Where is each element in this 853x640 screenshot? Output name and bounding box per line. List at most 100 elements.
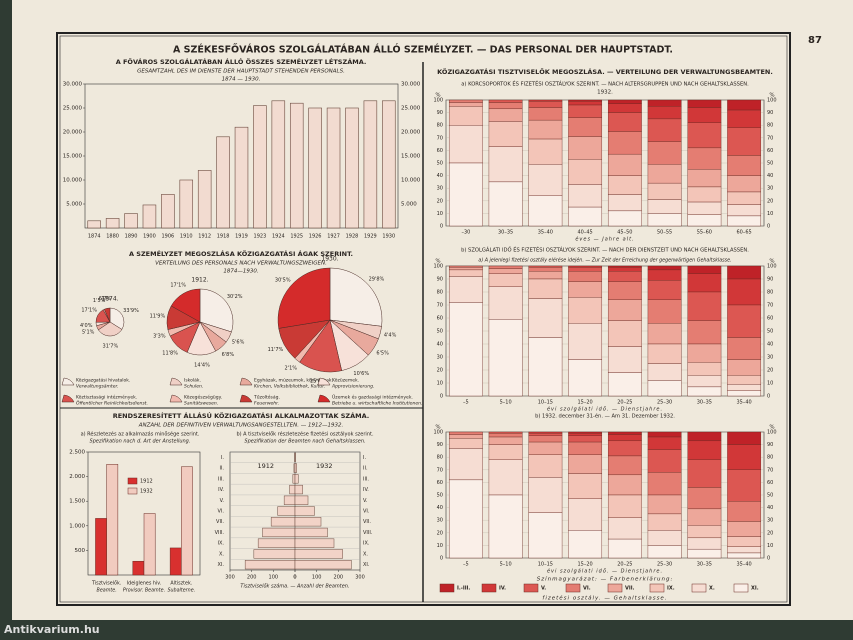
pie-slice xyxy=(277,267,331,329)
row-label: XI. xyxy=(218,562,225,568)
slice-label: 29'8% xyxy=(369,276,385,282)
bar-segment xyxy=(647,436,682,450)
legend-swatch xyxy=(733,583,749,593)
bar-segment xyxy=(647,380,682,397)
bar-segment xyxy=(568,117,603,137)
bar xyxy=(294,463,297,473)
bar xyxy=(95,518,107,576)
bar-segment xyxy=(687,214,722,227)
bar-segment xyxy=(607,538,642,559)
bar-segment xyxy=(687,273,722,293)
legend-swatch xyxy=(239,394,253,403)
row-label: I. xyxy=(363,455,366,461)
y-axis-label: % xyxy=(769,93,774,99)
row-label: VII. xyxy=(216,519,224,525)
chart-note: Spezifikation der Beamten nach Gehaltskl… xyxy=(244,439,365,445)
y-tick-label: 20 xyxy=(437,368,443,374)
y-tick-label: 90 xyxy=(437,110,443,116)
slice-label: 30'2% xyxy=(227,294,243,300)
bar-segment xyxy=(448,124,483,164)
pie-slice xyxy=(170,288,201,323)
y-tick-label: 10 xyxy=(767,381,773,387)
x-tick-label: 1874 xyxy=(88,234,101,240)
y-tick-label: 60 xyxy=(437,316,443,322)
bar-segment xyxy=(647,494,682,515)
bar-segment xyxy=(687,525,722,539)
bar-segment xyxy=(647,472,682,496)
page-number: 87 xyxy=(808,35,822,46)
bar-segment xyxy=(647,106,682,120)
y-tick-label: 80 xyxy=(437,123,443,129)
y-tick-label: 20 xyxy=(767,530,773,536)
bar-segment xyxy=(647,431,682,438)
y-tick-label: 10 xyxy=(437,543,443,549)
bar-segment xyxy=(607,271,642,282)
y-tick-label: 30 xyxy=(437,186,443,192)
y-tick-label: 90 xyxy=(767,277,773,283)
y-tick-label: 25.000 xyxy=(401,106,421,112)
bar xyxy=(161,194,175,229)
y-tick-label: 30 xyxy=(437,518,443,524)
bar-segment xyxy=(568,104,603,118)
bar-segment xyxy=(607,267,642,272)
y-tick-label: 70 xyxy=(437,303,443,309)
y-tick-label: 25.000 xyxy=(63,106,83,112)
slice-label: 5'1% xyxy=(82,330,95,336)
x-tick-label: 100 xyxy=(312,575,322,581)
bar-segment xyxy=(488,459,523,496)
bar-segment xyxy=(727,278,762,306)
bar-segment xyxy=(727,304,762,338)
bar-segment xyxy=(488,319,523,397)
bar-segment xyxy=(607,320,642,347)
y-tick-label: 30.000 xyxy=(63,82,83,88)
bar xyxy=(179,179,194,229)
y-tick-label: 60 xyxy=(767,316,773,322)
y-tick-label: 20.000 xyxy=(63,130,83,136)
y-tick-label: 50 xyxy=(437,329,443,335)
bar xyxy=(345,107,359,229)
y-tick-label: 70 xyxy=(767,303,773,309)
slice-label: 11'7% xyxy=(268,347,284,353)
x-tick-label: Subalterne. xyxy=(167,588,195,594)
x-tick-label: 100 xyxy=(269,575,279,581)
legend-swatch xyxy=(317,394,331,403)
bar xyxy=(142,204,157,229)
x-tick-label: 40–45 xyxy=(578,230,593,236)
y-tick-label: 90 xyxy=(437,442,443,448)
y-tick-label: 40 xyxy=(767,342,773,348)
x-tick-label: 60–65 xyxy=(737,230,752,236)
x-tick-label: 45–50 xyxy=(617,230,632,236)
bar xyxy=(132,560,145,576)
bar-segment xyxy=(568,498,603,531)
row-label: IX. xyxy=(218,541,225,547)
x-tick-label: 5–10 xyxy=(500,562,512,568)
bar xyxy=(105,218,120,229)
bar-segment xyxy=(528,433,563,436)
x-axis-label: évi szolgálati idő. — Dienstjahre. xyxy=(547,406,663,413)
bar xyxy=(106,464,119,576)
bar-segment xyxy=(727,127,762,156)
bar-segment xyxy=(647,265,682,271)
x-tick-label: 300 xyxy=(355,575,365,581)
y-tick-label: 100 xyxy=(433,264,443,270)
y-tick-label: 0 xyxy=(767,224,770,230)
bar xyxy=(294,538,335,548)
bar-segment xyxy=(687,431,722,442)
bar-segment xyxy=(687,169,722,188)
y-tick-label: 10.000 xyxy=(401,178,421,184)
legend-swatch xyxy=(691,583,707,593)
x-tick-label: Ideiglenes hiv. xyxy=(127,581,161,587)
legend-label: IX. xyxy=(667,586,675,592)
bar-segment xyxy=(528,477,563,513)
legend-label: Közigazgatási hivatalok. xyxy=(76,377,130,384)
chart-subtitle: ANZAHL DER DEFINITIVEN VERWALTUNGSANGEST… xyxy=(138,423,344,429)
y-tick-label: 80 xyxy=(767,455,773,461)
bar-segment xyxy=(488,108,523,122)
y-tick-label: 90 xyxy=(767,442,773,448)
slice-label: 2'1% xyxy=(285,366,298,372)
legend-swatch xyxy=(481,583,497,593)
y-tick-label: 30.000 xyxy=(401,82,421,88)
slice-label: 11'8% xyxy=(162,350,178,356)
legend-label: XI. xyxy=(751,586,759,592)
y-tick-label: 1.000 xyxy=(69,523,85,529)
